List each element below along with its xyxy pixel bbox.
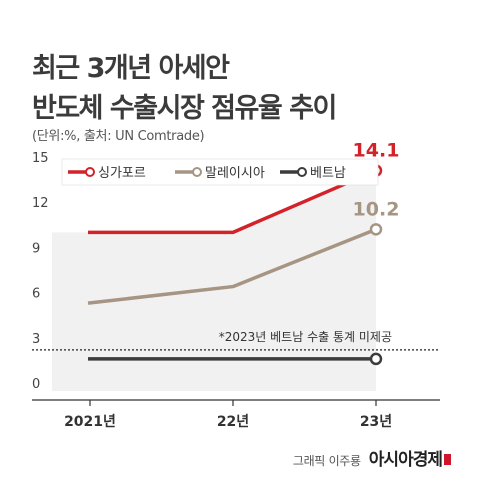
legend-label: 베트남	[310, 166, 346, 181]
y-tick-label: 6	[32, 287, 40, 302]
legend-marker	[85, 167, 95, 177]
brand-logo: 아시아경제	[369, 445, 451, 470]
y-tick-label: 15	[32, 151, 49, 166]
graphic-credit: 그래픽 이주룡	[292, 454, 361, 468]
series-end-point	[369, 223, 383, 236]
data-label: 10.2	[353, 198, 400, 220]
chart-title-line-2: 반도체 수출시장 점유율 추이	[32, 93, 337, 124]
x-tick-label: 23년	[360, 414, 392, 430]
legend-marker	[192, 167, 202, 177]
y-tick-label: 12	[32, 196, 49, 211]
legend-marker	[297, 167, 307, 177]
y-tick-label: 9	[32, 241, 40, 256]
chart-title-line-1: 최근 3개년 아세안	[32, 53, 230, 84]
credit: 그래픽 이주룡 아시아경제	[293, 445, 451, 470]
legend-box	[61, 158, 379, 186]
series-line-2	[87, 227, 377, 305]
x-tick-label: 22년	[217, 414, 249, 430]
brand-mark-icon	[444, 454, 451, 465]
vietnam-note: *2023년 베트남 수출 통계 미제공	[219, 330, 392, 344]
series-end-point	[369, 352, 383, 366]
legend-label: 말레이시아	[205, 166, 265, 181]
data-label: 14.1	[353, 140, 400, 162]
x-tick-label: 2021년	[64, 414, 116, 430]
source-note: (단위:%, 출처: UN Comtrade)	[32, 129, 205, 144]
series-line-1	[88, 168, 377, 235]
y-tick-label: 3	[32, 332, 40, 347]
y-tick-label: 0	[32, 377, 40, 392]
legend-label: 싱가포르	[98, 166, 146, 181]
plot-background-area	[52, 170, 376, 391]
